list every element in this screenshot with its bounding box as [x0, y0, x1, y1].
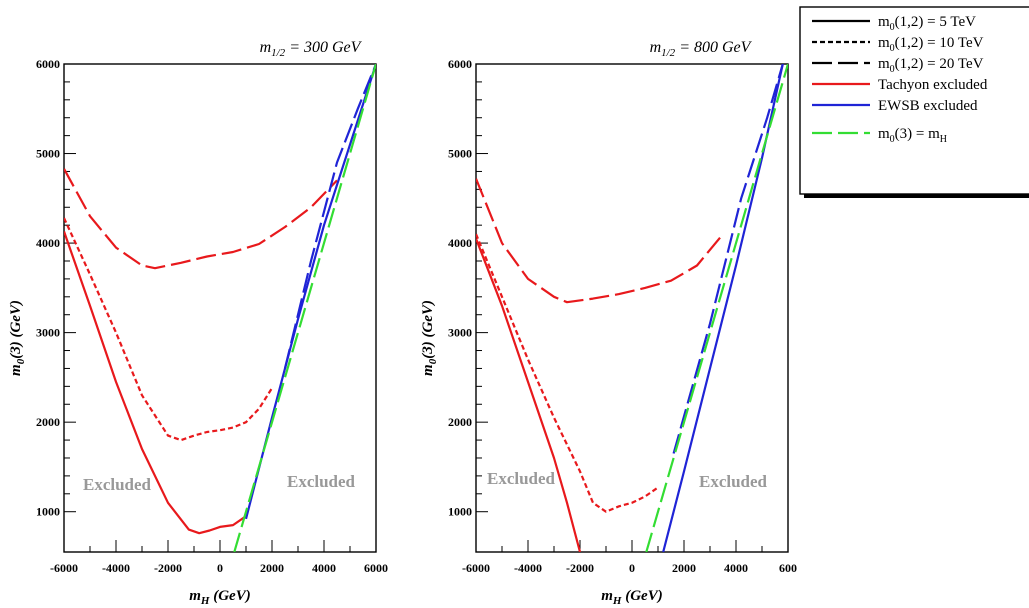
y-axis-title: m0(3) (GeV) — [8, 300, 27, 376]
chart-panel-left: -6000 -4000 -2000 0 2000 4000 6000 1000 2000 3000… — [8, 39, 388, 607]
tachyon-long-line — [64, 168, 338, 270]
y-tick-label: 3000 — [36, 326, 60, 340]
x-tick-label: -2000 — [566, 561, 594, 575]
y-axis-title: m0(3) (GeV) — [420, 300, 439, 376]
y-tick-label: 5000 — [36, 147, 60, 161]
tachyon-short-line — [476, 233, 659, 513]
ewsb-long-line — [283, 64, 376, 369]
x-tick-label: 0 — [629, 561, 635, 575]
diagonal-long-line — [645, 64, 788, 552]
x-tick-label: 0 — [217, 561, 223, 575]
x-tick-label: -2000 — [154, 561, 182, 575]
y-tick-label: 6000 — [448, 57, 472, 71]
x-tick-label: 600 — [779, 561, 797, 575]
chart-panel-right: -6000 -4000 -2000 0 2000 4000 600 1000 2000 3000 4… — [420, 39, 797, 607]
x-tick-label: -4000 — [514, 561, 542, 575]
panel-title: m1/2 = 300 GeV — [260, 39, 363, 59]
tachyon-solid-line — [476, 238, 582, 552]
tachyon-short-line — [64, 217, 273, 442]
excluded-label: Excluded — [83, 475, 152, 494]
legend-box — [799, 6, 1029, 195]
x-tick-label: 6000 — [364, 561, 388, 575]
y-tick-label: 1000 — [36, 505, 60, 519]
x-tick-label: 4000 — [724, 561, 748, 575]
y-tick-label: 4000 — [448, 236, 472, 250]
x-axis-title: mH (GeV) — [601, 588, 662, 607]
y-tick-label: 4000 — [36, 236, 60, 250]
y-tick-label: 2000 — [36, 415, 60, 429]
x-tick-label: 2000 — [672, 561, 696, 575]
x-axis-title: mH (GeV) — [189, 588, 250, 607]
x-tick-label: -4000 — [102, 561, 130, 575]
excluded-label: Excluded — [487, 469, 556, 488]
legend: m0(1,2) = 5 TeV m0(1,2) = 10 TeV m0(1,2) =… — [799, 6, 1029, 198]
y-tick-label: 6000 — [36, 57, 60, 71]
excluded-label: Excluded — [699, 472, 768, 491]
legend-label: Tachyon excluded — [878, 77, 988, 93]
legend-label: m0(3) = mH — [878, 126, 947, 145]
diagonal-long-line — [233, 64, 376, 552]
panel-title: m1/2 = 800 GeV — [650, 39, 753, 59]
x-tick-label: -6000 — [50, 561, 78, 575]
legend-label: m0(1,2) = 5 TeV — [878, 14, 976, 33]
y-tick-label: 5000 — [448, 147, 472, 161]
y-tick-label: 2000 — [448, 415, 472, 429]
tachyon-solid-line — [64, 231, 247, 535]
legend-label: EWSB excluded — [878, 98, 978, 114]
legend-label: m0(1,2) = 20 TeV — [878, 56, 984, 75]
excluded-label: Excluded — [287, 472, 356, 491]
x-tick-label: 4000 — [312, 561, 336, 575]
tachyon-long-line — [476, 178, 724, 304]
x-tick-label: -6000 — [462, 561, 490, 575]
ewsb-long-line — [672, 64, 784, 454]
x-tick-label: 2000 — [260, 561, 284, 575]
y-tick-label: 3000 — [448, 326, 472, 340]
legend-label: m0(1,2) = 10 TeV — [878, 35, 984, 54]
y-tick-label: 1000 — [448, 505, 472, 519]
